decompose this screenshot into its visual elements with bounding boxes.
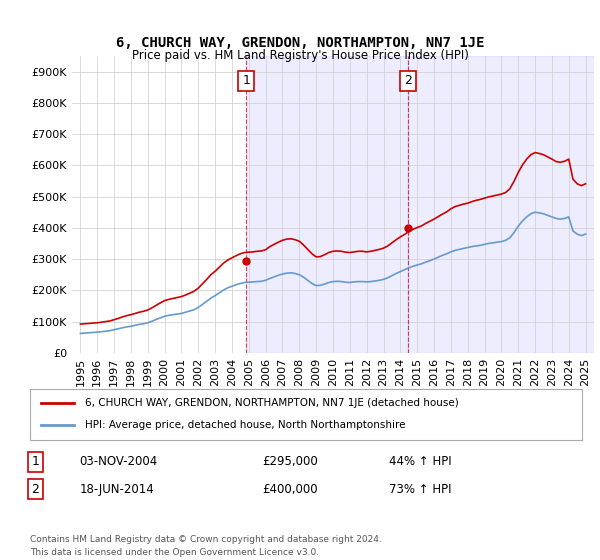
Text: 1: 1 bbox=[32, 455, 40, 468]
Text: 6, CHURCH WAY, GRENDON, NORTHAMPTON, NN7 1JE (detached house): 6, CHURCH WAY, GRENDON, NORTHAMPTON, NN7… bbox=[85, 398, 459, 408]
Text: Contains HM Land Registry data © Crown copyright and database right 2024.: Contains HM Land Registry data © Crown c… bbox=[30, 535, 382, 544]
Text: HPI: Average price, detached house, North Northamptonshire: HPI: Average price, detached house, Nort… bbox=[85, 421, 406, 431]
Bar bbox=[408, 56, 594, 353]
Bar bbox=[246, 56, 408, 353]
Text: 1: 1 bbox=[242, 74, 250, 87]
Text: 44% ↑ HPI: 44% ↑ HPI bbox=[389, 455, 451, 468]
Text: 2: 2 bbox=[404, 74, 412, 87]
Text: £295,000: £295,000 bbox=[262, 455, 317, 468]
Text: 18-JUN-2014: 18-JUN-2014 bbox=[80, 483, 154, 496]
Text: Price paid vs. HM Land Registry's House Price Index (HPI): Price paid vs. HM Land Registry's House … bbox=[131, 49, 469, 62]
Text: 2: 2 bbox=[32, 483, 40, 496]
Text: This data is licensed under the Open Government Licence v3.0.: This data is licensed under the Open Gov… bbox=[30, 548, 319, 557]
Text: 6, CHURCH WAY, GRENDON, NORTHAMPTON, NN7 1JE: 6, CHURCH WAY, GRENDON, NORTHAMPTON, NN7… bbox=[116, 36, 484, 50]
Text: £400,000: £400,000 bbox=[262, 483, 317, 496]
Text: 73% ↑ HPI: 73% ↑ HPI bbox=[389, 483, 451, 496]
Text: 03-NOV-2004: 03-NOV-2004 bbox=[80, 455, 158, 468]
